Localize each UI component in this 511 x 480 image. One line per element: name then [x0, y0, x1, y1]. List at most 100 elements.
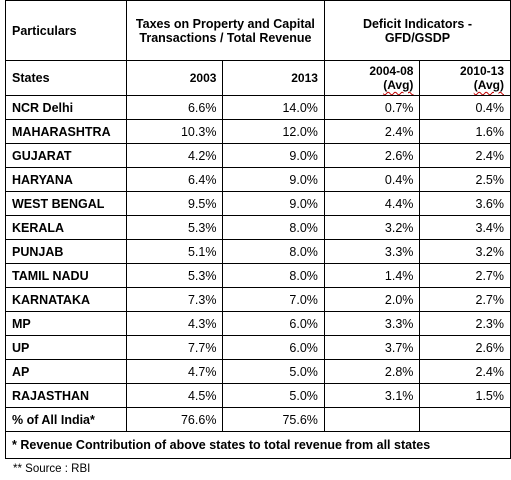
- tax-2013-cell: 7.0%: [222, 287, 325, 312]
- header-row-sub: States 2003 2013 2004-08 (Avg) 2010-13 (…: [5, 60, 511, 96]
- state-cell: KARNATAKA: [5, 287, 127, 312]
- state-revenue-deficit-table: Particulars Taxes on Property and Capita…: [5, 0, 511, 459]
- deficit-2004-08-cell: 3.1%: [323, 383, 421, 408]
- tax-2003-cell: 7.3%: [125, 287, 224, 312]
- deficit-2010-13-cell: 2.7%: [419, 287, 511, 312]
- header-period-1-years: 2004-08: [369, 64, 414, 78]
- deficit-2004-08-cell: 0.4%: [323, 167, 421, 192]
- deficit-2004-08-cell: 2.8%: [323, 359, 421, 384]
- state-cell: % of All India*: [5, 407, 127, 432]
- table-row: RAJASTHAN 4.5% 5.0% 3.1% 1.5%: [5, 383, 511, 408]
- deficit-2010-13-cell: 2.7%: [419, 263, 511, 288]
- deficit-2010-13-cell: 3.6%: [419, 191, 511, 216]
- state-cell: HARYANA: [5, 167, 127, 192]
- deficit-2010-13-cell: 0.4%: [419, 95, 511, 120]
- table-row: WEST BENGAL 9.5% 9.0% 4.4% 3.6%: [5, 191, 511, 216]
- tax-2013-cell: 14.0%: [222, 95, 325, 120]
- deficit-2010-13-cell: 1.5%: [419, 383, 511, 408]
- header-period-2-years: 2010-13: [459, 64, 504, 78]
- source-note: ** Source : RBI: [13, 463, 91, 475]
- deficit-2004-08-cell: 2.6%: [323, 143, 421, 168]
- tax-2013-cell: 75.6%: [222, 407, 325, 432]
- table-row: KERALA 5.3% 8.0% 3.2% 3.4%: [5, 215, 511, 240]
- deficit-2004-08-cell: 1.4%: [323, 263, 421, 288]
- tax-2003-cell: 4.5%: [125, 383, 224, 408]
- table-row: MAHARASHTRA 10.3% 12.0% 2.4% 1.6%: [5, 119, 511, 144]
- tax-2003-cell: 4.7%: [125, 359, 224, 384]
- table-row: % of All India* 76.6% 75.6%: [5, 407, 511, 432]
- header-row-group: Particulars Taxes on Property and Capita…: [5, 0, 511, 61]
- tax-2013-cell: 9.0%: [222, 191, 325, 216]
- header-deficit-group: Deficit Indicators - GFD/GSDP: [323, 0, 511, 61]
- tax-2003-cell: 5.3%: [125, 263, 224, 288]
- table-row: AP 4.7% 5.0% 2.8% 2.4%: [5, 359, 511, 384]
- state-cell: WEST BENGAL: [5, 191, 127, 216]
- header-particulars: Particulars: [5, 0, 127, 61]
- tax-2013-cell: 9.0%: [222, 143, 325, 168]
- header-states: States: [5, 60, 127, 96]
- table-row: MP 4.3% 6.0% 3.3% 2.3%: [5, 311, 511, 336]
- header-2013: 2013: [222, 60, 325, 96]
- header-2003: 2003: [125, 60, 224, 96]
- footnote: * Revenue Contribution of above states t…: [5, 431, 511, 459]
- tax-2003-cell: 9.5%: [125, 191, 224, 216]
- tax-2013-cell: 8.0%: [222, 263, 325, 288]
- state-cell: RAJASTHAN: [5, 383, 127, 408]
- footnote-row: * Revenue Contribution of above states t…: [5, 431, 511, 459]
- deficit-2004-08-cell: 3.3%: [323, 311, 421, 336]
- deficit-2010-13-cell: 3.2%: [419, 239, 511, 264]
- tax-2003-cell: 10.3%: [125, 119, 224, 144]
- tax-2003-cell: 5.1%: [125, 239, 224, 264]
- tax-2013-cell: 8.0%: [222, 239, 325, 264]
- deficit-2004-08-cell: 4.4%: [323, 191, 421, 216]
- tax-2003-cell: 4.2%: [125, 143, 224, 168]
- deficit-2004-08-cell: 3.2%: [323, 215, 421, 240]
- tax-2003-cell: 6.6%: [125, 95, 224, 120]
- tax-2003-cell: 4.3%: [125, 311, 224, 336]
- table-row: PUNJAB 5.1% 8.0% 3.3% 3.2%: [5, 239, 511, 264]
- header-period-2: 2010-13 (Avg): [419, 60, 511, 96]
- tax-2013-cell: 6.0%: [222, 311, 325, 336]
- deficit-2004-08-cell: 2.0%: [323, 287, 421, 312]
- header-taxes-group: Taxes on Property and Capital Transactio…: [125, 0, 325, 61]
- tax-2013-cell: 5.0%: [222, 359, 325, 384]
- table-row: NCR Delhi 6.6% 14.0% 0.7% 0.4%: [5, 95, 511, 120]
- deficit-2010-13-cell: 2.6%: [419, 335, 511, 360]
- table-row: GUJARAT 4.2% 9.0% 2.6% 2.4%: [5, 143, 511, 168]
- deficit-2010-13-cell: 2.4%: [419, 143, 511, 168]
- state-cell: GUJARAT: [5, 143, 127, 168]
- state-cell: NCR Delhi: [5, 95, 127, 120]
- tax-2013-cell: 12.0%: [222, 119, 325, 144]
- tax-2013-cell: 5.0%: [222, 383, 325, 408]
- tax-2013-cell: 6.0%: [222, 335, 325, 360]
- state-cell: KERALA: [5, 215, 127, 240]
- deficit-2010-13-cell: 2.4%: [419, 359, 511, 384]
- header-period-1: 2004-08 (Avg): [323, 60, 421, 96]
- table-row: KARNATAKA 7.3% 7.0% 2.0% 2.7%: [5, 287, 511, 312]
- tax-2003-cell: 7.7%: [125, 335, 224, 360]
- deficit-2004-08-cell: 0.7%: [323, 95, 421, 120]
- tax-2003-cell: 6.4%: [125, 167, 224, 192]
- state-cell: AP: [5, 359, 127, 384]
- state-cell: MP: [5, 311, 127, 336]
- deficit-2004-08-cell: 2.4%: [323, 119, 421, 144]
- deficit-2010-13-cell: 2.3%: [419, 311, 511, 336]
- table-row: HARYANA 6.4% 9.0% 0.4% 2.5%: [5, 167, 511, 192]
- table-row: UP 7.7% 6.0% 3.7% 2.6%: [5, 335, 511, 360]
- tax-2003-cell: 76.6%: [125, 407, 224, 432]
- deficit-2010-13-cell: 3.4%: [419, 215, 511, 240]
- state-cell: UP: [5, 335, 127, 360]
- tax-2003-cell: 5.3%: [125, 215, 224, 240]
- tax-2013-cell: 9.0%: [222, 167, 325, 192]
- deficit-2004-08-cell: 3.3%: [323, 239, 421, 264]
- table-body: NCR Delhi 6.6% 14.0% 0.7% 0.4% MAHARASHTRA 10.…: [5, 95, 511, 432]
- deficit-2010-13-cell: 2.5%: [419, 167, 511, 192]
- tax-2013-cell: 8.0%: [222, 215, 325, 240]
- deficit-2010-13-cell: 1.6%: [419, 119, 511, 144]
- state-cell: PUNJAB: [5, 239, 127, 264]
- deficit-2004-08-cell: 3.7%: [323, 335, 421, 360]
- deficit-2010-13-cell: [419, 407, 511, 432]
- header-period-2-avg: (Avg): [473, 78, 504, 92]
- deficit-2004-08-cell: [323, 407, 421, 432]
